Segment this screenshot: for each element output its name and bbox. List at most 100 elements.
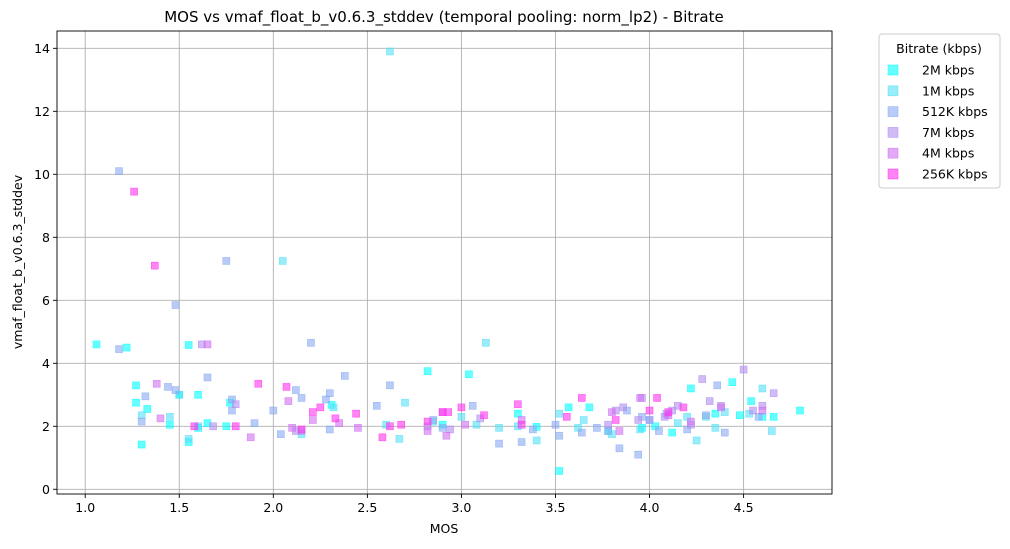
data-point-256k-kbps bbox=[611, 416, 620, 424]
data-point-256k-kbps bbox=[653, 394, 661, 402]
data-point-7m-kbps bbox=[705, 397, 714, 405]
data-point-2m-kbps bbox=[668, 428, 676, 437]
data-point-256k-kbps bbox=[297, 425, 306, 434]
legend-marker bbox=[887, 168, 899, 180]
legend-label: 256K kbps bbox=[922, 167, 988, 182]
data-point-512k-kbps bbox=[634, 450, 643, 459]
data-point-1m-kbps bbox=[395, 435, 404, 443]
data-point-7m-kbps bbox=[698, 375, 707, 383]
data-point-1m-kbps bbox=[184, 435, 193, 443]
data-point-4m-kbps bbox=[423, 427, 432, 435]
data-point-256k-kbps bbox=[378, 433, 387, 442]
data-point-256k-kbps bbox=[151, 261, 159, 270]
data-point-256k-kbps bbox=[190, 422, 199, 431]
data-point-2m-kbps bbox=[166, 420, 174, 429]
data-point-2m-kbps bbox=[687, 384, 695, 393]
data-point-256k-kbps bbox=[457, 403, 466, 412]
data-point-7m-kbps bbox=[209, 422, 217, 431]
data-point-512k-kbps bbox=[250, 419, 259, 427]
axis-ticks: 1.0 1.5 2.0 2.5 3.0 3.5 4.0 4.5 0 2 4 6 8 10 12 14 bbox=[34, 41, 753, 515]
data-point-1m-kbps bbox=[579, 416, 588, 424]
data-point-1m-kbps bbox=[329, 403, 338, 412]
data-point-512k-kbps bbox=[386, 381, 394, 390]
legend-title: Bitrate (kbps) bbox=[896, 41, 982, 56]
data-point-512k-kbps bbox=[702, 411, 710, 420]
data-point-512k-kbps bbox=[307, 339, 315, 347]
data-point-256k-kbps bbox=[309, 408, 317, 416]
data-point-512k-kbps bbox=[754, 413, 763, 421]
data-points bbox=[92, 47, 804, 475]
data-point-512k-kbps bbox=[203, 373, 212, 382]
data-point-256k-kbps bbox=[578, 394, 586, 402]
data-point-1m-kbps bbox=[636, 425, 644, 434]
data-point-512k-kbps bbox=[713, 381, 722, 390]
legend-items: 2M kbps 1M kbps 512K kbps 7M kbps 4M kbps 256… bbox=[887, 63, 988, 182]
legend-marker bbox=[887, 147, 899, 159]
data-point-512k-kbps bbox=[720, 428, 729, 437]
data-point-2m-kbps bbox=[132, 398, 140, 407]
data-point-2m-kbps bbox=[555, 467, 564, 475]
data-point-2m-kbps bbox=[796, 406, 804, 415]
data-point-1m-kbps bbox=[532, 436, 541, 445]
data-point-512k-kbps bbox=[171, 301, 180, 309]
data-point-2m-kbps bbox=[728, 378, 737, 386]
data-point-512k-kbps bbox=[372, 402, 381, 410]
y-tick-label: 10 bbox=[34, 167, 50, 182]
data-point-4m-kbps bbox=[687, 417, 695, 426]
x-tick-label: 4.0 bbox=[640, 500, 660, 515]
data-point-512k-kbps bbox=[325, 425, 334, 434]
data-point-1m-kbps bbox=[401, 398, 409, 407]
x-tick-label: 4.5 bbox=[734, 500, 754, 515]
data-point-1m-kbps bbox=[482, 339, 490, 347]
data-point-2m-kbps bbox=[465, 370, 473, 379]
x-axis-label: MOS bbox=[430, 521, 459, 536]
data-point-7m-kbps bbox=[231, 400, 240, 409]
data-point-1m-kbps bbox=[278, 257, 287, 265]
data-point-256k-kbps bbox=[316, 403, 325, 412]
data-point-2m-kbps bbox=[92, 340, 101, 349]
data-point-2m-kbps bbox=[585, 403, 594, 412]
x-tick-label: 1.5 bbox=[169, 500, 189, 515]
y-tick-label: 6 bbox=[42, 293, 50, 308]
data-point-4m-kbps bbox=[152, 379, 161, 388]
legend-label: 4M kbps bbox=[922, 146, 974, 161]
data-point-1m-kbps bbox=[711, 424, 720, 432]
data-point-512k-kbps bbox=[655, 427, 663, 435]
data-point-2m-kbps bbox=[194, 390, 202, 399]
data-point-512k-kbps bbox=[228, 406, 236, 415]
x-tick-label: 2.5 bbox=[357, 500, 377, 515]
data-point-512k-kbps bbox=[137, 417, 146, 426]
data-point-2m-kbps bbox=[184, 341, 193, 349]
data-point-512k-kbps bbox=[615, 444, 624, 453]
data-point-512k-kbps bbox=[322, 395, 330, 404]
legend: Bitrate (kbps) 2M kbps 1M kbps 512K kbps 7M… bbox=[878, 33, 1001, 189]
legend-marker bbox=[887, 106, 899, 117]
data-point-2m-kbps bbox=[736, 411, 744, 420]
data-point-512k-kbps bbox=[517, 438, 526, 446]
data-point-512k-kbps bbox=[325, 389, 334, 398]
data-point-256k-kbps bbox=[679, 403, 688, 412]
data-point-1m-kbps bbox=[495, 424, 503, 432]
data-point-2m-kbps bbox=[747, 397, 755, 405]
data-point-4m-kbps bbox=[608, 408, 616, 416]
data-point-4m-kbps bbox=[156, 414, 165, 423]
data-point-2m-kbps bbox=[769, 413, 778, 421]
data-point-1m-kbps bbox=[137, 411, 146, 420]
data-point-256k-kbps bbox=[282, 383, 291, 391]
data-point-512k-kbps bbox=[604, 427, 612, 435]
data-point-256k-kbps bbox=[130, 187, 138, 196]
data-point-512k-kbps bbox=[297, 394, 306, 402]
y-tick-label: 12 bbox=[34, 104, 50, 119]
data-point-4m-kbps bbox=[203, 340, 212, 349]
data-point-256k-kbps bbox=[231, 422, 240, 431]
data-point-512k-kbps bbox=[551, 420, 560, 429]
data-point-512k-kbps bbox=[141, 392, 150, 401]
x-tick-label: 3.5 bbox=[546, 500, 566, 515]
data-point-4m-kbps bbox=[284, 397, 293, 405]
data-point-2m-kbps bbox=[564, 403, 573, 412]
data-point-1m-kbps bbox=[472, 420, 481, 429]
y-tick-label: 14 bbox=[34, 41, 50, 56]
data-point-2m-kbps bbox=[711, 409, 720, 418]
data-point-2m-kbps bbox=[423, 367, 432, 375]
